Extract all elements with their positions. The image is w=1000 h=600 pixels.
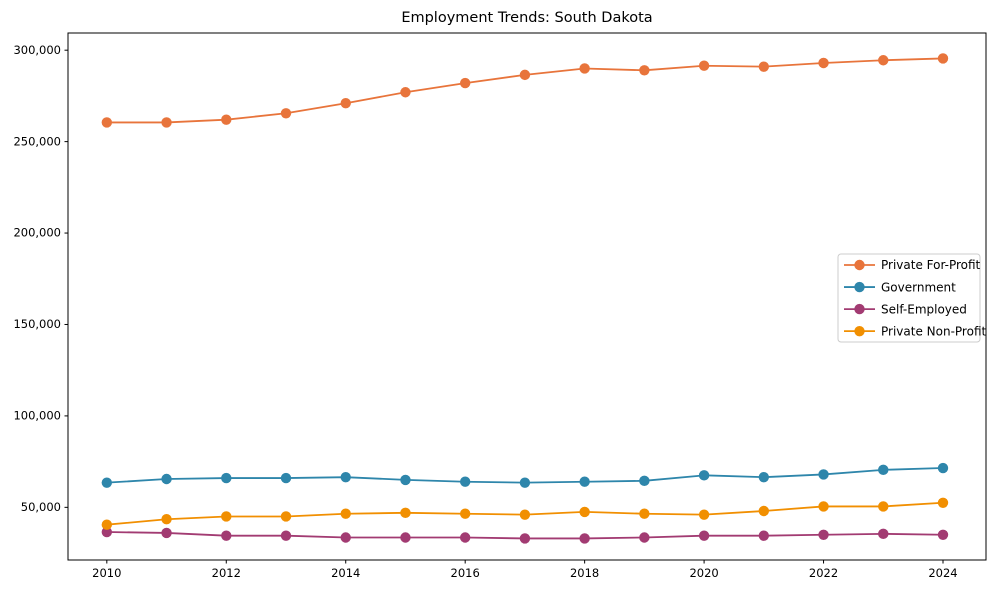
data-point-government-2021 bbox=[758, 471, 770, 483]
x-tick-label: 2010 bbox=[92, 566, 121, 580]
data-point-private-non-profit-2010 bbox=[101, 519, 113, 530]
data-point-government-2017 bbox=[519, 477, 531, 488]
data-point-government-2022 bbox=[818, 469, 829, 480]
legend-label-private-non-profit: Private Non-Profit bbox=[881, 324, 987, 338]
data-point-private-non-profit-2023 bbox=[878, 501, 889, 512]
data-point-self-employed-2016 bbox=[459, 532, 471, 543]
x-tick-label: 2024 bbox=[928, 566, 957, 580]
data-point-self-employed-2015 bbox=[400, 532, 411, 543]
data-point-private-for-profit-2012 bbox=[221, 114, 232, 125]
data-point-private-non-profit-2022 bbox=[818, 501, 829, 512]
data-point-private-non-profit-2020 bbox=[698, 509, 710, 520]
data-point-self-employed-2021 bbox=[758, 530, 770, 541]
data-point-private-for-profit-2011 bbox=[161, 117, 172, 128]
legend-entry-private-for-profit: Private For-Profit bbox=[844, 258, 981, 272]
data-point-government-2018 bbox=[579, 476, 590, 487]
data-point-private-non-profit-2012 bbox=[221, 511, 232, 522]
data-point-private-non-profit-2011 bbox=[161, 514, 172, 525]
y-tick-label: 300,000 bbox=[13, 43, 61, 57]
series-line-private-for-profit bbox=[105, 57, 944, 124]
legend-entry-private-non-profit: Private Non-Profit bbox=[844, 324, 987, 338]
data-point-government-2019 bbox=[639, 475, 650, 487]
plot-border bbox=[67, 32, 987, 561]
data-point-self-employed-2019 bbox=[639, 532, 650, 543]
x-tick-label: 2018 bbox=[570, 566, 599, 580]
legend-label-private-for-profit: Private For-Profit bbox=[881, 258, 981, 272]
data-point-private-for-profit-2017 bbox=[519, 69, 531, 81]
data-point-government-2016 bbox=[459, 476, 471, 487]
data-point-self-employed-2022 bbox=[818, 529, 829, 540]
legend-label-self-employed: Self-Employed bbox=[881, 302, 967, 316]
data-point-government-2020 bbox=[698, 470, 710, 481]
series-private-non-profit bbox=[101, 497, 949, 530]
data-point-private-non-profit-2017 bbox=[519, 509, 531, 520]
legend: Private For-Profit Government Self-Employe… bbox=[837, 253, 987, 343]
data-point-private-for-profit-2023 bbox=[878, 55, 889, 66]
data-point-self-employed-2023 bbox=[878, 528, 889, 540]
legend-box bbox=[837, 253, 981, 343]
data-point-government-2014 bbox=[340, 471, 351, 483]
data-point-private-for-profit-2013 bbox=[280, 108, 292, 119]
y-tick-label: 50,000 bbox=[21, 500, 61, 514]
data-point-private-for-profit-2010 bbox=[101, 117, 113, 128]
x-tick-label: 2022 bbox=[809, 566, 838, 580]
y-axis: 50,000 100,000 150,000 200,000 250,000 300,00… bbox=[13, 43, 68, 514]
data-point-self-employed-2017 bbox=[519, 533, 531, 544]
x-tick-label: 2014 bbox=[331, 566, 360, 580]
data-point-government-2023 bbox=[878, 464, 889, 476]
legend-label-government: Government bbox=[881, 280, 956, 294]
legend-marker-private-non-profit bbox=[854, 325, 865, 337]
data-point-government-2011 bbox=[161, 473, 172, 485]
data-point-self-employed-2013 bbox=[280, 530, 292, 541]
data-point-self-employed-2012 bbox=[221, 530, 232, 541]
series-self-employed bbox=[101, 526, 949, 544]
y-tick-label: 150,000 bbox=[13, 317, 61, 331]
data-point-government-2013 bbox=[280, 472, 292, 484]
x-tick-label: 2016 bbox=[451, 566, 480, 580]
data-point-private-for-profit-2016 bbox=[459, 77, 471, 89]
y-tick-label: 100,000 bbox=[13, 409, 61, 423]
legend-marker-private-for-profit bbox=[854, 259, 865, 271]
data-point-self-employed-2024 bbox=[937, 529, 949, 540]
data-point-private-for-profit-2019 bbox=[639, 65, 650, 76]
chart-title: Employment Trends: South Dakota bbox=[401, 10, 653, 26]
data-point-private-for-profit-2015 bbox=[400, 87, 411, 98]
legend-entry-government: Government bbox=[844, 280, 956, 294]
data-point-private-for-profit-2021 bbox=[758, 61, 770, 72]
data-point-self-employed-2014 bbox=[340, 532, 351, 543]
data-point-self-employed-2011 bbox=[161, 527, 172, 539]
legend-entry-self-employed: Self-Employed bbox=[844, 302, 967, 316]
series-government bbox=[101, 462, 949, 488]
data-point-private-for-profit-2022 bbox=[818, 57, 829, 69]
data-point-private-non-profit-2013 bbox=[280, 511, 292, 522]
data-point-self-employed-2010 bbox=[101, 526, 113, 538]
y-tick-label: 250,000 bbox=[13, 134, 61, 148]
data-point-private-non-profit-2021 bbox=[758, 505, 770, 517]
series-private-for-profit bbox=[101, 53, 949, 128]
data-point-private-non-profit-2015 bbox=[400, 507, 411, 519]
data-point-private-for-profit-2024 bbox=[937, 53, 949, 64]
y-tick-label: 200,000 bbox=[13, 226, 61, 240]
data-point-government-2024 bbox=[937, 462, 949, 474]
data-point-government-2015 bbox=[400, 474, 411, 486]
data-point-private-non-profit-2018 bbox=[579, 506, 590, 518]
legend-marker-government bbox=[854, 281, 865, 293]
data-point-self-employed-2018 bbox=[579, 533, 590, 544]
x-tick-label: 2020 bbox=[689, 566, 718, 580]
legend-marker-self-employed bbox=[854, 303, 865, 315]
x-axis: 2010 2012 2014 2016 2018 2020 2022 2024 bbox=[92, 560, 958, 580]
data-point-government-2012 bbox=[221, 472, 232, 484]
data-point-private-for-profit-2014 bbox=[340, 98, 351, 109]
data-point-private-for-profit-2018 bbox=[579, 63, 590, 74]
data-point-private-non-profit-2024 bbox=[937, 497, 949, 508]
data-point-self-employed-2020 bbox=[698, 530, 710, 541]
data-point-private-non-profit-2014 bbox=[340, 508, 351, 519]
data-point-private-for-profit-2020 bbox=[698, 60, 710, 71]
x-tick-label: 2012 bbox=[212, 566, 241, 580]
data-point-private-non-profit-2019 bbox=[639, 508, 650, 519]
data-point-private-non-profit-2016 bbox=[459, 508, 471, 519]
data-point-government-2010 bbox=[101, 477, 113, 488]
